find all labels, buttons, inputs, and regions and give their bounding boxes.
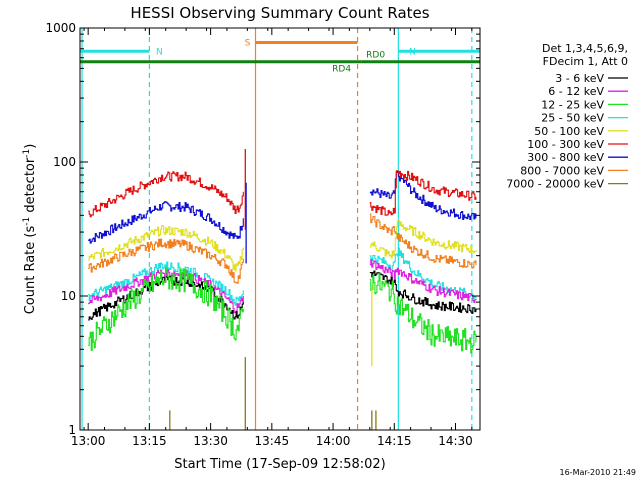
legend-label-5: 100 - 300 keV bbox=[527, 138, 604, 151]
legend-label-4: 50 - 100 keV bbox=[534, 125, 604, 138]
legend-label-8: 7000 - 20000 keV bbox=[506, 178, 604, 191]
series-7-segment-0 bbox=[88, 267, 244, 351]
spike-group bbox=[169, 149, 377, 430]
x-tick-label-0: 13:00 bbox=[71, 434, 106, 448]
legend-header-line-1: Det 1,3,4,5,6,9, bbox=[542, 42, 628, 55]
legend-label-7: 800 - 7000 keV bbox=[520, 164, 604, 177]
chart-title: HESSI Observing Summary Count Rates bbox=[130, 4, 429, 22]
series-6-segment-1 bbox=[369, 270, 477, 314]
x-tick-label-5: 14:15 bbox=[377, 434, 412, 448]
y-tick-label-1: 10 bbox=[61, 289, 76, 303]
x-axis: 13:00 13:15 13:30 13:45 14:00 14:15 14:30 bbox=[71, 28, 473, 448]
x-tick-label-2: 13:30 bbox=[193, 434, 228, 448]
plot-frame bbox=[79, 27, 481, 431]
segment-label-1: N bbox=[409, 47, 416, 57]
segment-label-4: RD0 bbox=[366, 51, 385, 61]
series-1-segment-0 bbox=[88, 171, 244, 218]
legend-label-2: 12 - 25 keV bbox=[541, 98, 604, 111]
segment-label-3: RD4 bbox=[332, 65, 351, 75]
y-axis-label: Count Rate (s-1 detector-1) bbox=[22, 144, 38, 315]
series-2-segment-1 bbox=[369, 219, 477, 259]
series-1-segment-1 bbox=[369, 170, 477, 216]
segment-label-0: N bbox=[156, 47, 163, 57]
series-2-segment-0 bbox=[88, 225, 244, 272]
x-tick-label-6: 14:30 bbox=[438, 434, 473, 448]
x-tick-label-1: 13:15 bbox=[132, 434, 167, 448]
legend-header-line-2: FDecim 1, Att 0 bbox=[543, 55, 628, 68]
segment-markers: N N S RD4 RD0 bbox=[80, 38, 480, 75]
y-tick-label-2: 100 bbox=[53, 155, 76, 169]
vertical-markers bbox=[81, 28, 473, 430]
x-axis-label: Start Time (17-Sep-09 12:58:02) bbox=[174, 457, 385, 472]
series-0-segment-1 bbox=[369, 171, 477, 221]
legend-label-6: 300 - 800 keV bbox=[527, 151, 604, 164]
x-tick-label-4: 14:00 bbox=[316, 434, 351, 448]
series-3-segment-1 bbox=[369, 213, 477, 269]
series-5-segment-1 bbox=[369, 259, 477, 303]
y-tick-label-3: 1000 bbox=[45, 21, 76, 35]
series-group bbox=[88, 170, 477, 354]
series-7-segment-1 bbox=[369, 273, 477, 354]
series-4-segment-0 bbox=[88, 261, 244, 306]
x-tick-label-3: 13:45 bbox=[255, 434, 290, 448]
legend-label-3: 25 - 50 keV bbox=[541, 112, 604, 125]
legend-label-0: 3 - 6 keV bbox=[555, 72, 604, 85]
y-axis: 1 10 100 1000 bbox=[45, 21, 480, 437]
series-0-segment-0 bbox=[88, 201, 244, 244]
footer-timestamp: 16-Mar-2010 21:49 bbox=[560, 468, 637, 477]
legend-label-1: 6 - 12 keV bbox=[548, 85, 604, 98]
series-3-segment-0 bbox=[88, 238, 244, 284]
legend: Det 1,3,4,5,6,9, FDecim 1, Att 0 3 - 6 k… bbox=[506, 42, 628, 191]
y-tick-label-0: 1 bbox=[68, 423, 76, 437]
segment-label-2: S bbox=[245, 38, 251, 48]
